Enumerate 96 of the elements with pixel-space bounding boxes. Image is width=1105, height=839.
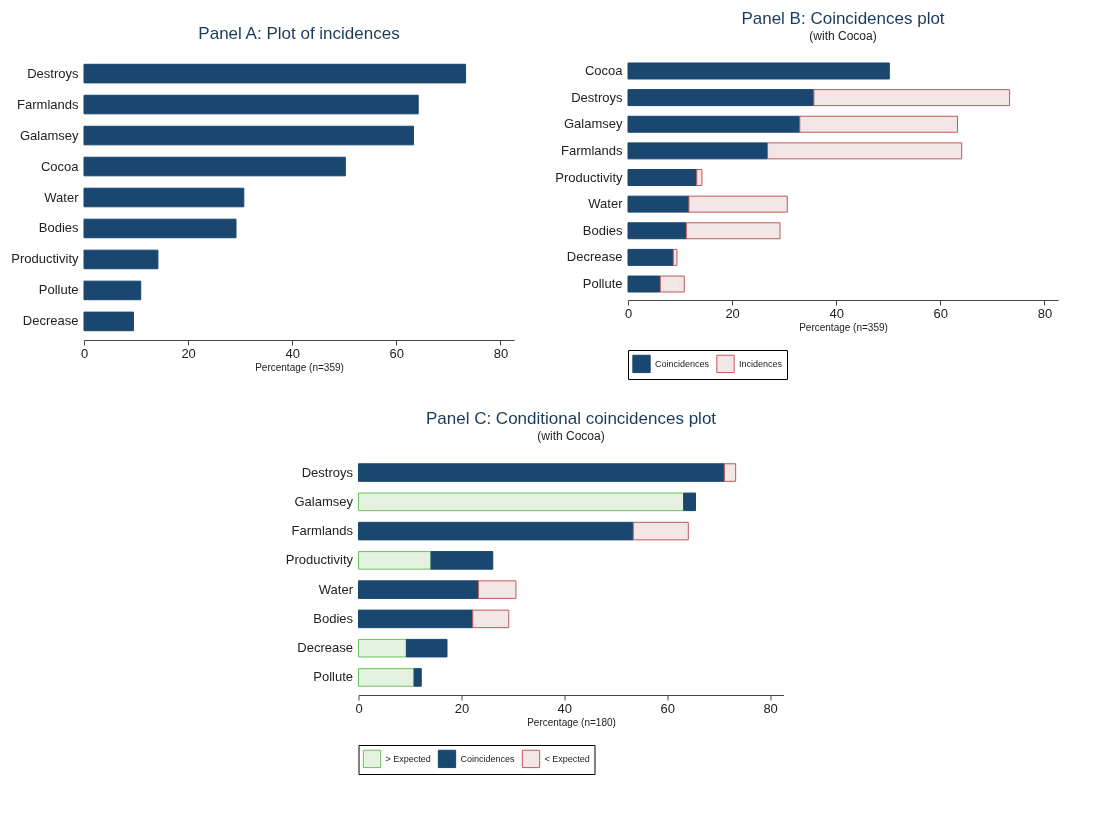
bar xyxy=(83,280,142,301)
x-tick-label: 60 xyxy=(933,305,949,321)
legend-label: Incidences xyxy=(739,358,783,369)
chart-subtitle: (with Cocoa) xyxy=(537,429,605,443)
y-tick-label: Productivity xyxy=(555,169,623,185)
y-tick-label: Pollute xyxy=(38,282,79,298)
x-tick-label: 60 xyxy=(389,345,405,361)
x-tick-label: 80 xyxy=(493,345,509,361)
y-tick-label: Galamsey xyxy=(19,127,79,143)
y-tick-label: Destroys xyxy=(301,464,354,480)
chart-subtitle: (with Cocoa) xyxy=(809,29,877,43)
y-tick-label: Bodies xyxy=(313,610,354,626)
x-tick-label: 0 xyxy=(355,700,363,716)
bar xyxy=(627,222,687,240)
bar xyxy=(696,169,703,186)
bar xyxy=(83,156,346,177)
bar xyxy=(723,463,737,482)
x-tick-label: 40 xyxy=(557,700,573,716)
bar xyxy=(430,551,494,570)
chart-title: Panel A: Plot of incidences xyxy=(198,24,400,43)
bar xyxy=(358,463,725,482)
legend-label: Coincidences xyxy=(655,358,710,369)
bar xyxy=(627,62,890,80)
x-axis-title: Percentage (n=359) xyxy=(799,321,888,333)
x-axis-title: Percentage (n=359) xyxy=(255,361,344,373)
bar xyxy=(799,115,959,133)
y-tick-label: Productivity xyxy=(11,251,79,267)
bar xyxy=(659,275,685,293)
y-tick-label: Farmlands xyxy=(561,142,623,158)
bar xyxy=(83,249,159,270)
y-tick-label: Galamsey xyxy=(563,116,623,132)
legend-label: > Expected xyxy=(385,753,431,764)
bar xyxy=(358,521,634,541)
y-tick-label: Cocoa xyxy=(584,62,624,78)
chart-title: Panel C: Conditional coincidences plot xyxy=(425,409,717,428)
bar xyxy=(405,638,448,658)
x-axis-title: Percentage (n=180) xyxy=(527,716,616,728)
y-tick-label: Water xyxy=(588,196,624,212)
bar xyxy=(632,521,689,541)
bar xyxy=(358,609,474,629)
y-tick-label: Decrease xyxy=(566,249,623,265)
y-tick-label: Productivity xyxy=(285,552,354,568)
bar xyxy=(358,580,479,599)
bar xyxy=(83,218,237,239)
y-tick-label: Decrease xyxy=(22,313,79,329)
legend-label: Coincidences xyxy=(460,753,516,764)
bar xyxy=(413,668,422,687)
bar xyxy=(83,94,419,115)
bar xyxy=(358,638,407,658)
y-tick-label: Pollute xyxy=(313,669,353,685)
x-tick-label: 20 xyxy=(181,345,196,361)
bar xyxy=(358,668,415,687)
bar xyxy=(83,125,415,146)
bar xyxy=(83,63,467,84)
bar xyxy=(627,115,801,133)
y-tick-label: Galamsey xyxy=(294,493,354,509)
bar xyxy=(672,248,678,266)
bar xyxy=(813,89,1011,107)
x-tick-label: 20 xyxy=(454,700,470,716)
y-tick-label: Cocoa xyxy=(40,158,80,174)
y-tick-label: Destroys xyxy=(27,65,79,81)
x-tick-label: 80 xyxy=(763,700,778,716)
bar xyxy=(83,187,245,208)
y-tick-label: Destroys xyxy=(571,89,623,105)
bar xyxy=(472,609,510,629)
x-tick-label: 40 xyxy=(829,305,844,321)
legend-label: < Expected xyxy=(544,753,590,764)
bar xyxy=(627,248,674,266)
bar xyxy=(477,580,517,599)
bar xyxy=(685,222,781,240)
x-tick-label: 80 xyxy=(1037,305,1053,321)
y-tick-label: Water xyxy=(44,189,80,205)
y-tick-label: Farmlands xyxy=(17,96,79,112)
y-tick-label: Bodies xyxy=(38,220,79,236)
x-tick-label: 40 xyxy=(285,345,300,361)
bar xyxy=(627,169,698,186)
bar xyxy=(688,195,788,213)
chart-title: Panel B: Coincidences plot xyxy=(741,9,945,28)
bar xyxy=(358,551,432,570)
x-tick-label: 20 xyxy=(725,305,740,321)
y-tick-label: Decrease xyxy=(297,640,353,656)
bar xyxy=(83,311,134,332)
bar xyxy=(627,275,661,293)
x-tick-label: 0 xyxy=(624,305,633,321)
x-tick-label: 0 xyxy=(80,345,89,361)
bar xyxy=(627,142,769,160)
y-tick-label: Bodies xyxy=(582,222,623,238)
bar xyxy=(627,195,690,213)
y-tick-label: Pollute xyxy=(582,276,623,292)
bar xyxy=(767,142,963,160)
y-tick-label: Farmlands xyxy=(291,523,354,539)
y-tick-label: Water xyxy=(318,581,354,597)
bar xyxy=(627,89,815,107)
x-tick-label: 60 xyxy=(660,700,675,716)
bar xyxy=(358,492,685,512)
bar xyxy=(683,492,697,512)
